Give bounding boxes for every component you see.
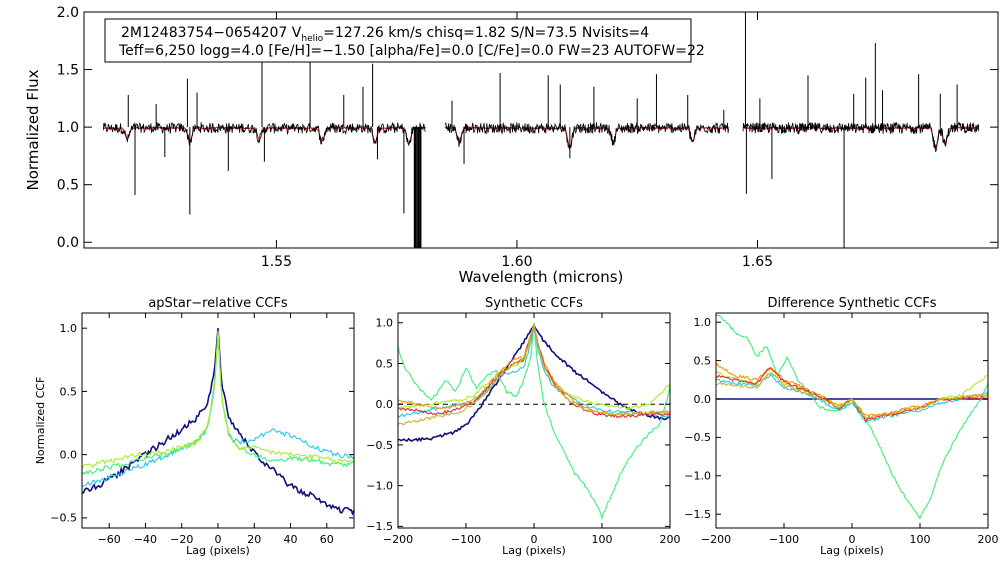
spectrum-xtick-label: 1.60	[501, 254, 532, 270]
difference_ccf-ytick-label: 1.0	[694, 316, 712, 329]
info-line-1: 2M12483754−0654207 Vhelio=127.26 km/s ch…	[121, 25, 649, 44]
spectrum-observed-line	[742, 121, 980, 153]
apstar_ccf-xtick-label: −60	[98, 533, 121, 546]
spectrum-ytick-label: 1.5	[57, 62, 79, 78]
spectrum-ytick-label: 0.0	[57, 235, 79, 251]
difference_ccf-series-lime	[716, 370, 988, 420]
apstar_ccf-xtick-label: 0	[215, 533, 222, 546]
spectrum-frame	[83, 11, 999, 249]
apstar_ccf-xtick-label: −20	[170, 533, 193, 546]
apstar_ccf-ytick-label: −0.5	[50, 512, 77, 525]
difference_ccf-ytick-label: 0.0	[694, 393, 712, 406]
spectrum-ylabel: Normalized Flux	[24, 69, 42, 190]
synthetic_ccf-ytick-label: −0.5	[366, 439, 393, 452]
difference_ccf-series-khaki	[716, 372, 988, 419]
spectrum-xtick-label: 1.55	[261, 254, 292, 270]
info-line-2: Teff=6,250 logg=4.0 [Fe/H]=−1.50 [alpha/…	[118, 43, 705, 59]
info-vhelio-subscript: helio	[301, 34, 323, 44]
synthetic_ccf-title: Synthetic CCFs	[485, 296, 583, 311]
apstar_ccf-xlabel: Lag (pixels)	[186, 544, 250, 557]
synthetic_ccf-ytick-label: 0.0	[376, 398, 394, 411]
apstar_ccf-ytick-label: 0.5	[60, 385, 78, 398]
apstar_ccf-xtick-label: 20	[247, 533, 261, 546]
synthetic_ccf-xtick-label: 200	[660, 533, 681, 546]
spectrum-xtick-label: 1.65	[742, 254, 773, 270]
difference-ccf-panel: −200 −100 0 100 200 −1.5 −1.0 −0.5 0.0 0.5 1.0 Lag …	[684, 296, 998, 557]
difference_ccf-xtick-label: −200	[701, 533, 731, 546]
info-box: 2M12483754−0654207 Vhelio=127.26 km/s ch…	[104, 18, 705, 63]
difference_ccf-xtick-label: 100	[910, 533, 931, 546]
synthetic_ccf-xlabel: Lag (pixels)	[502, 544, 566, 557]
synthetic_ccf-ytick-label: −1.0	[366, 480, 393, 493]
synthetic_ccf-xtick-label: −100	[451, 533, 481, 546]
difference_ccf-ytick-label: −0.5	[684, 431, 711, 444]
info-velocity-stats: =127.26 km/s chisq=1.82 S/N=73.5 Nvisits…	[323, 25, 649, 41]
spectrum-ytick-label: 0.5	[57, 178, 79, 194]
spectrum-ytick-label: 1.0	[57, 120, 79, 136]
synthetic-ccf-panel: −200 −100 0 100 200 −1.5 −1.0 −0.5 0.0 0.5 1.0 Lag …	[366, 296, 680, 557]
info-star-id: 2M12483754−0654207 V	[121, 25, 302, 41]
difference_ccf-xtick-label: 200	[978, 533, 999, 546]
difference_ccf-xlabel: Lag (pixels)	[820, 544, 884, 557]
spectrum-xlabel: Wavelength (microns)	[459, 268, 624, 286]
spectrum-panel: 1.55 1.60 1.65 0.0 0.5 1.0 1.5 2.0 Wavelength (m…	[24, 5, 999, 286]
difference_ccf-xtick-label: −100	[769, 533, 799, 546]
difference_ccf-title: Difference Synthetic CCFs	[767, 296, 936, 311]
apstar_ccf-xtick-label: 60	[320, 533, 334, 546]
apstar_ccf-ytick-label: 1.0	[60, 322, 78, 335]
apstar_ccf-xtick-label: −40	[134, 533, 157, 546]
synthetic_ccf-xtick-label: −200	[383, 533, 413, 546]
difference_ccf-ytick-label: 0.5	[694, 354, 712, 367]
spectrum-ytick-label: 2.0	[57, 5, 79, 21]
apstar_ccf-title: apStar−relative CCFs	[148, 296, 288, 311]
apstar_ccf-series-lime	[82, 330, 354, 469]
synthetic_ccf-ytick-label: 1.0	[376, 317, 394, 330]
difference_ccf-xtick-label: 0	[849, 533, 856, 546]
info-box-border	[104, 18, 692, 63]
apstar_ccf-ylabel: Normalized CCF	[34, 377, 47, 465]
difference_ccf-ytick-label: −1.0	[684, 470, 711, 483]
synthetic_ccf-series-khaki	[398, 324, 670, 426]
apstar-ccf-panel: −60 −40 −20 0 20 40 60 −0.5 0.0 0.5 1.0 Lag (pixels…	[34, 296, 355, 557]
spectrum-observed-line	[444, 122, 730, 150]
apstar_ccf-xtick-label: 40	[284, 533, 298, 546]
synthetic_ccf-ytick-label: −1.5	[366, 520, 393, 533]
difference_ccf-ytick-label: −1.5	[684, 508, 711, 521]
apstar_ccf-ytick-label: 0.0	[60, 448, 78, 461]
apstar_ccf-series-navy	[82, 328, 354, 516]
synthetic_ccf-xtick-label: 100	[592, 533, 613, 546]
synthetic_ccf-ytick-label: 0.5	[376, 357, 394, 370]
synthetic_ccf-xtick-label: 0	[531, 533, 538, 546]
